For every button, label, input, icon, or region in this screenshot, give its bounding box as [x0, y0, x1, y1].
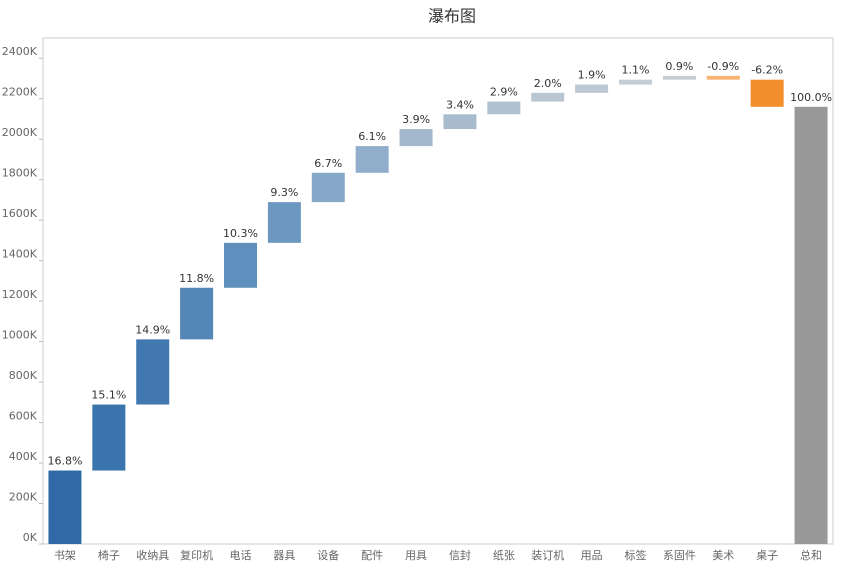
x-tick-label: 总和: [800, 548, 822, 562]
y-tick-label: 1600K: [2, 207, 38, 220]
value-label: 1.9%: [578, 69, 606, 82]
bar: [794, 106, 828, 544]
x-tick-label: 用品: [581, 549, 603, 562]
value-label: 11.8%: [179, 272, 214, 285]
x-tick-label: 美术: [712, 549, 734, 562]
x-tick-label: 用具: [405, 549, 427, 562]
x-tick-label: 书架: [54, 549, 76, 562]
bar: [311, 172, 345, 203]
y-tick-label: 1000K: [2, 329, 38, 342]
bar: [750, 79, 784, 107]
y-tick-label: 400K: [9, 450, 38, 463]
y-tick-label: 800K: [9, 369, 38, 382]
plot-frame: [42, 37, 834, 545]
bar: [706, 75, 740, 80]
value-label: 3.4%: [446, 98, 474, 111]
value-label: -0.9%: [707, 60, 739, 73]
bar: [180, 287, 214, 340]
y-tick-label: 1200K: [2, 288, 38, 301]
y-tick-label: 1400K: [2, 248, 38, 261]
value-label: 15.1%: [91, 389, 126, 402]
x-tick-label: 器具: [273, 549, 295, 562]
bar: [487, 101, 521, 115]
y-tick-label: 2200K: [2, 86, 38, 99]
bar: [575, 84, 609, 93]
bar: [619, 79, 652, 85]
bar: [224, 242, 257, 288]
bar: [355, 146, 389, 173]
value-label: 14.9%: [135, 323, 170, 336]
value-label: 3.9%: [402, 113, 430, 126]
chart-title: 瀑布图: [428, 7, 476, 26]
y-tick-label: 1800K: [2, 167, 38, 180]
x-tick-label: 收纳具: [136, 548, 169, 562]
y-tick-label: 200K: [9, 491, 38, 504]
x-tick-label: 纸张: [493, 549, 515, 562]
bar: [92, 404, 126, 471]
value-label: 16.8%: [47, 455, 82, 468]
bar: [399, 129, 433, 147]
x-tick-label: 标签: [625, 548, 647, 562]
y-tick-label: 0K: [23, 531, 38, 544]
x-tick-label: 配件: [361, 549, 383, 562]
value-label: 2.0%: [534, 77, 562, 90]
value-label: 1.1%: [622, 64, 650, 77]
x-tick-label: 复印机: [180, 548, 213, 562]
x-tick-label: 系固件: [663, 549, 696, 562]
x-tick-label: 信封: [449, 548, 471, 562]
value-label: -6.2%: [751, 64, 783, 77]
x-tick-label: 装订机: [531, 548, 564, 562]
x-tick-label: 椅子: [98, 548, 120, 562]
value-label: 0.9%: [665, 60, 693, 73]
value-label: 6.1%: [358, 130, 386, 143]
x-tick-label: 桌子: [756, 549, 778, 562]
value-label: 100.0%: [790, 91, 832, 104]
value-label: 6.7%: [314, 157, 342, 170]
bar: [136, 339, 170, 405]
bar: [443, 114, 477, 130]
value-label: 9.3%: [270, 186, 298, 199]
bar: [531, 92, 565, 102]
bar: [48, 470, 82, 544]
bar: [662, 75, 696, 80]
value-label: 10.3%: [223, 227, 258, 240]
y-tick-label: 2400K: [2, 45, 38, 58]
y-tick-label: 2000K: [2, 126, 38, 139]
value-label: 2.9%: [490, 86, 518, 99]
bar: [267, 202, 301, 243]
x-tick-label: 电话: [230, 549, 252, 562]
x-tick-label: 设备: [317, 548, 339, 562]
y-tick-label: 600K: [9, 410, 38, 423]
